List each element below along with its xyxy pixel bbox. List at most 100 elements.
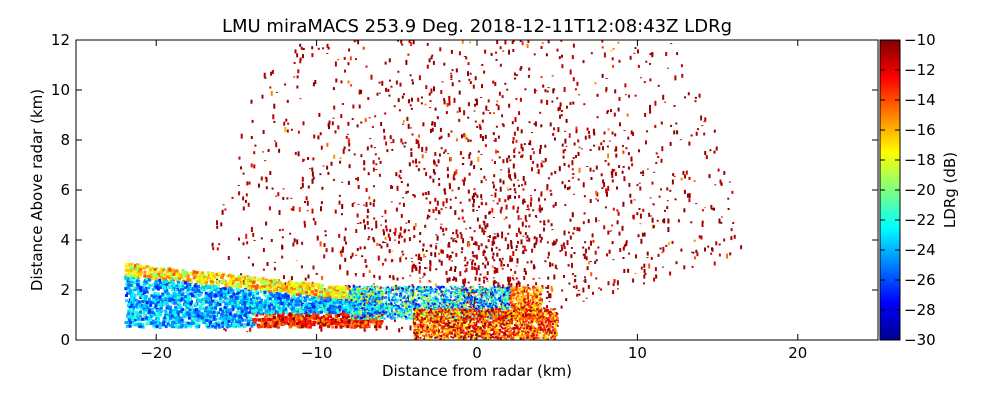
- ldr-pixel: [665, 244, 668, 247]
- ldr-pixel: [455, 278, 458, 282]
- ldr-pixel: [473, 230, 476, 233]
- ldr-pixel: [332, 290, 336, 294]
- ldr-pixel: [493, 174, 496, 178]
- ldr-pixel: [360, 310, 364, 314]
- ldr-pixel: [584, 276, 586, 279]
- ldr-pixel: [143, 266, 146, 270]
- ldr-pixel: [363, 323, 367, 326]
- ldr-pixel: [547, 87, 550, 89]
- ldr-pixel: [156, 322, 160, 326]
- ldr-pixel: [244, 199, 247, 203]
- ldr-pixel: [557, 107, 560, 112]
- ldr-pixel: [318, 320, 322, 324]
- ldr-pixel: [623, 176, 626, 182]
- ldr-pixel: [234, 278, 238, 282]
- ldr-pixel: [425, 197, 428, 200]
- ldr-pixel: [308, 293, 312, 297]
- ldr-pixel: [501, 233, 504, 239]
- ldr-pixel: [375, 224, 378, 229]
- ldr-pixel: [376, 242, 379, 246]
- ldr-pixel: [339, 312, 343, 316]
- ldr-pixel: [466, 264, 468, 266]
- ldr-pixel: [521, 154, 524, 157]
- ldr-pixel: [217, 325, 221, 329]
- ldr-pixel: [462, 238, 465, 244]
- ldr-pixel: [484, 49, 487, 54]
- ldr-pixel: [277, 281, 281, 285]
- ldr-pixel: [361, 255, 364, 258]
- ldr-pixel: [124, 321, 128, 324]
- ldr-pixel: [223, 328, 226, 331]
- ldr-pixel: [296, 318, 299, 322]
- ldr-pixel: [178, 299, 182, 303]
- ldr-pixel: [314, 300, 318, 304]
- ldr-pixel: [164, 309, 168, 313]
- ldr-pixel: [639, 223, 642, 225]
- ldr-pixel: [577, 178, 580, 181]
- ldr-pixel: [187, 313, 191, 317]
- ldr-pixel: [546, 241, 549, 244]
- ldr-pixel: [368, 270, 371, 273]
- ldr-pixel: [516, 126, 519, 131]
- ldr-pixel: [401, 95, 404, 99]
- ldr-pixel: [296, 300, 300, 304]
- ldr-pixel: [384, 219, 387, 223]
- ldr-pixel: [395, 172, 398, 177]
- ldr-pixel: [405, 222, 408, 224]
- ldr-pixel: [397, 98, 400, 103]
- ldr-pixel: [152, 321, 156, 325]
- ldr-pixel: [137, 318, 141, 322]
- ldr-pixel: [491, 241, 494, 246]
- ldr-pixel: [730, 236, 733, 241]
- ldr-pixel: [483, 251, 486, 253]
- ldr-pixel: [528, 121, 531, 124]
- ldr-pixel: [217, 323, 221, 327]
- ldr-pixel: [307, 306, 311, 310]
- ldr-pixel: [302, 121, 305, 126]
- ldr-pixel: [244, 279, 248, 283]
- ldr-pixel: [551, 75, 554, 77]
- ldr-pixel: [347, 297, 351, 301]
- ldr-pixel: [163, 282, 166, 286]
- ldr-pixel: [326, 302, 330, 306]
- ldr-pixel: [415, 254, 418, 257]
- ldr-pixel: [372, 160, 375, 165]
- ldr-pixel: [159, 277, 163, 281]
- ldr-pixel: [582, 182, 585, 188]
- ldr-pixel: [649, 78, 652, 82]
- ldr-pixel: [222, 300, 226, 304]
- ldr-pixel: [323, 288, 327, 292]
- ldr-pixel: [366, 221, 369, 225]
- ldr-pixel: [215, 311, 219, 315]
- ldr-pixel: [442, 201, 445, 207]
- ldr-pixel: [292, 294, 296, 297]
- ldr-pixel: [522, 188, 525, 191]
- ldr-pixel: [563, 87, 566, 92]
- ldr-pixel: [517, 215, 520, 221]
- ldr-pixel: [217, 273, 221, 277]
- ldr-pixel: [192, 270, 196, 274]
- ldr-pixel: [505, 216, 508, 219]
- ldr-pixel: [386, 243, 389, 248]
- ldr-pixel: [153, 270, 157, 274]
- ldr-pixel: [245, 193, 248, 197]
- ldr-pixel: [354, 316, 358, 320]
- ldr-pixel: [707, 245, 710, 248]
- ldr-pixel: [151, 319, 155, 323]
- ldr-pixel: [246, 241, 249, 245]
- ldr-pixel: [230, 302, 234, 305]
- ldr-pixel: [443, 189, 446, 191]
- ldr-pixel: [607, 162, 610, 166]
- ldr-pixel: [585, 297, 588, 299]
- ldr-pixel: [652, 225, 655, 229]
- ldr-pixel: [353, 40, 356, 43]
- ldr-pixel: [262, 268, 265, 271]
- ldr-pixel: [527, 40, 530, 44]
- ldr-pixel: [149, 266, 152, 270]
- ldr-pixel: [606, 253, 609, 257]
- ldr-pixel: [569, 102, 572, 105]
- ldr-pixel: [601, 73, 604, 78]
- ldr-pixel: [428, 209, 431, 212]
- ldr-pixel: [611, 179, 614, 183]
- ldr-pixel: [323, 243, 326, 247]
